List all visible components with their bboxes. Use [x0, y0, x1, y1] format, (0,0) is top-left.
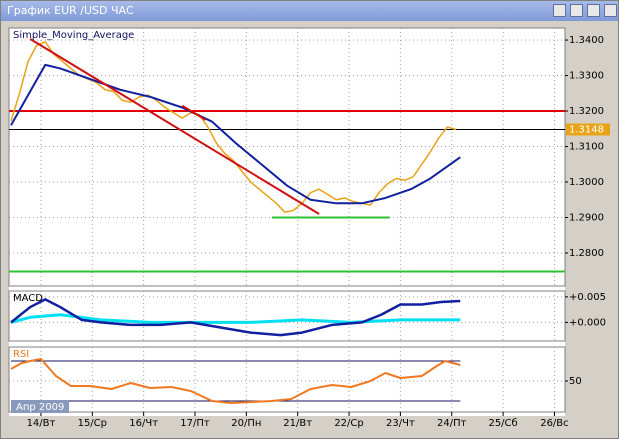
y-tick-label: 1.2800 — [569, 248, 604, 259]
panel-frame — [8, 290, 566, 342]
title-bar: График EUR /USD ЧАС — [1, 1, 618, 21]
y-tick-label: 50 — [569, 376, 582, 387]
panel-title: Simple_Moving_Average — [13, 30, 134, 41]
trend-line — [181, 104, 207, 121]
panel-frame — [8, 27, 566, 287]
price-label-box — [566, 123, 610, 136]
y-tick-label: 1.2900 — [569, 213, 604, 224]
panel-title: MACD — [13, 293, 43, 304]
series-line — [10, 298, 461, 337]
chart-background — [9, 28, 565, 416]
maximize-button[interactable] — [587, 4, 600, 17]
panel-frame — [8, 346, 566, 413]
x-tick-label: 22/Ср — [334, 418, 363, 429]
y-tick-label: +0.005 — [569, 292, 606, 303]
series-line — [10, 358, 461, 404]
x-tick-label: 21/Вт — [283, 418, 312, 429]
period-label-box — [11, 400, 69, 413]
y-tick-label: 1.3300 — [569, 71, 604, 82]
window-title: График EUR /USD ЧАС — [7, 4, 134, 17]
x-tick-label: 17/Пт — [180, 418, 210, 429]
x-tick-label: 16/Чт — [129, 418, 158, 429]
close-button[interactable] — [604, 4, 617, 17]
restore-button[interactable] — [570, 4, 583, 17]
y-tick-label: 1.3200 — [569, 106, 604, 117]
trend-line — [29, 38, 320, 215]
y-tick-label: +0.000 — [569, 317, 606, 328]
x-tick-label: 20/Пн — [231, 418, 261, 429]
y-tick-label: 1.3000 — [569, 177, 604, 188]
x-tick-label: 24/Пт — [437, 418, 467, 429]
y-tick-label: 1.3400 — [569, 35, 604, 46]
period-label: Апр 2009 — [16, 402, 64, 413]
minimize-button[interactable] — [553, 4, 566, 17]
series-line — [10, 313, 461, 324]
chart-area: 1.3400 1.3300 1.3200 1.3100 1.3000 1.2900 1.28… — [8, 27, 610, 429]
x-tick-label: 15/Ср — [78, 418, 107, 429]
x-tick-label: 26/Вс — [540, 418, 568, 429]
series-line — [10, 63, 461, 205]
x-tick-label: 23/Чт — [386, 418, 415, 429]
x-tick-label: 25/Сб — [488, 418, 517, 429]
price-label: 1.3148 — [569, 124, 604, 135]
panel-title: RSI — [13, 349, 29, 360]
y-tick-label: 1.3100 — [569, 142, 604, 153]
x-tick-label: 14/Вт — [27, 418, 56, 429]
